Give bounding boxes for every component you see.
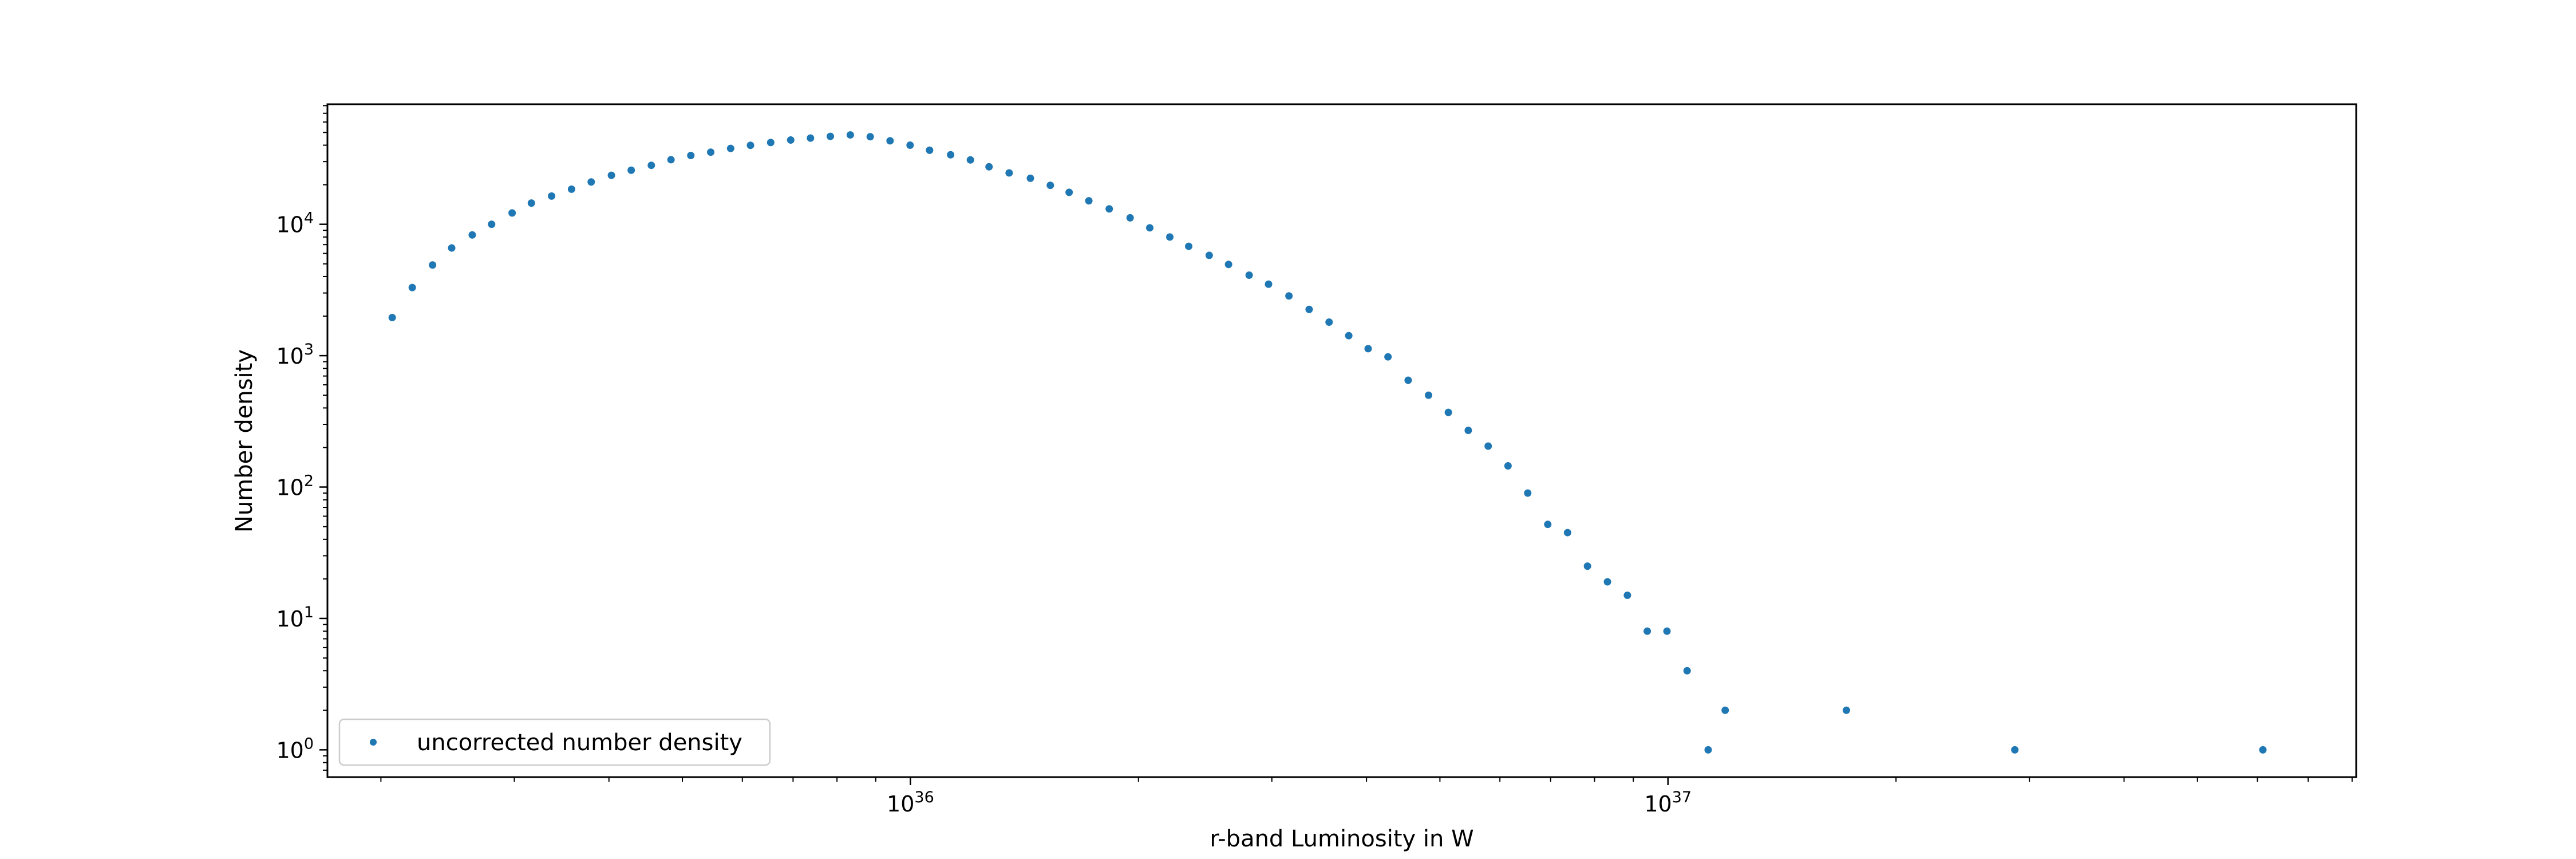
data-point bbox=[1005, 169, 1013, 177]
data-point bbox=[807, 134, 815, 142]
data-point bbox=[1424, 391, 1432, 399]
data-point bbox=[746, 141, 754, 149]
data-series-uncorrected-number-density bbox=[388, 131, 2267, 754]
data-point bbox=[1704, 746, 1712, 754]
data-point bbox=[1065, 188, 1073, 196]
data-point bbox=[1185, 242, 1193, 250]
data-point bbox=[1603, 578, 1611, 586]
data-point bbox=[866, 133, 874, 141]
data-point bbox=[1583, 562, 1591, 570]
data-point bbox=[1126, 214, 1134, 222]
data-point bbox=[548, 192, 556, 200]
data-point bbox=[408, 283, 416, 291]
data-point bbox=[1026, 174, 1034, 182]
data-point bbox=[468, 231, 476, 239]
y-tick-label: 103 bbox=[276, 341, 314, 369]
x-axis: 1036 1037 bbox=[380, 777, 2353, 817]
data-point bbox=[1205, 251, 1213, 259]
data-point bbox=[1444, 408, 1452, 416]
data-point bbox=[947, 151, 955, 159]
data-point bbox=[1524, 489, 1532, 497]
legend-label: uncorrected number density bbox=[417, 730, 742, 756]
y-axis: 100 101 102 103 104 bbox=[276, 105, 327, 771]
data-point bbox=[1345, 332, 1353, 340]
data-point bbox=[687, 151, 695, 159]
x-tick-label: 1037 bbox=[1644, 789, 1692, 817]
data-point bbox=[1224, 261, 1232, 269]
data-point bbox=[1046, 182, 1054, 190]
data-point bbox=[2011, 746, 2019, 754]
y-axis-title: Number density bbox=[231, 349, 258, 533]
data-point bbox=[667, 156, 675, 164]
data-point bbox=[1842, 706, 1850, 714]
data-point bbox=[926, 146, 934, 154]
data-point bbox=[787, 136, 795, 144]
data-point bbox=[587, 178, 595, 186]
data-point bbox=[1305, 305, 1313, 313]
legend-marker bbox=[370, 739, 377, 746]
data-point bbox=[1623, 592, 1631, 600]
data-point bbox=[985, 163, 993, 171]
legend-box bbox=[338, 718, 771, 766]
data-point bbox=[886, 137, 894, 145]
data-point bbox=[2259, 746, 2267, 754]
data-point bbox=[647, 161, 655, 170]
data-point bbox=[1721, 706, 1729, 714]
data-point bbox=[1683, 667, 1691, 675]
data-point bbox=[906, 141, 914, 149]
data-point bbox=[966, 156, 974, 164]
y-tick-label: 102 bbox=[276, 472, 314, 501]
data-point bbox=[1504, 462, 1512, 470]
data-point bbox=[1484, 442, 1492, 450]
data-point bbox=[1265, 280, 1273, 288]
data-point bbox=[1166, 233, 1174, 241]
data-point bbox=[1384, 353, 1392, 361]
data-point bbox=[508, 209, 516, 217]
data-point bbox=[827, 132, 835, 140]
data-point bbox=[1643, 627, 1652, 635]
data-point bbox=[726, 144, 734, 152]
data-point bbox=[707, 148, 715, 156]
data-point bbox=[448, 244, 456, 252]
data-point bbox=[1285, 292, 1293, 300]
data-point bbox=[1105, 205, 1113, 213]
y-tick-label: 101 bbox=[276, 604, 314, 632]
data-point bbox=[527, 199, 535, 207]
data-point bbox=[607, 171, 615, 179]
x-axis-title: r-band Luminosity in W bbox=[1210, 826, 1473, 852]
data-point bbox=[567, 185, 575, 193]
data-point bbox=[767, 139, 775, 147]
data-point bbox=[1563, 529, 1571, 537]
data-point bbox=[1146, 224, 1154, 232]
data-point bbox=[388, 314, 396, 322]
legend: uncorrected number density bbox=[338, 718, 771, 766]
data-point bbox=[1325, 318, 1333, 326]
data-point bbox=[1544, 521, 1552, 529]
data-point bbox=[1364, 345, 1372, 353]
x-tick-label: 1036 bbox=[887, 789, 934, 817]
data-point bbox=[1404, 376, 1412, 384]
data-point bbox=[488, 220, 496, 228]
y-tick-label: 100 bbox=[276, 735, 314, 763]
y-tick-label: 104 bbox=[276, 210, 314, 238]
data-point bbox=[1663, 627, 1671, 635]
plot-area-frame bbox=[326, 103, 2357, 778]
data-point bbox=[1085, 197, 1093, 205]
data-point bbox=[1245, 271, 1253, 279]
data-point bbox=[1464, 427, 1472, 435]
data-point bbox=[627, 166, 635, 174]
data-point bbox=[846, 131, 854, 139]
data-point bbox=[429, 261, 437, 269]
